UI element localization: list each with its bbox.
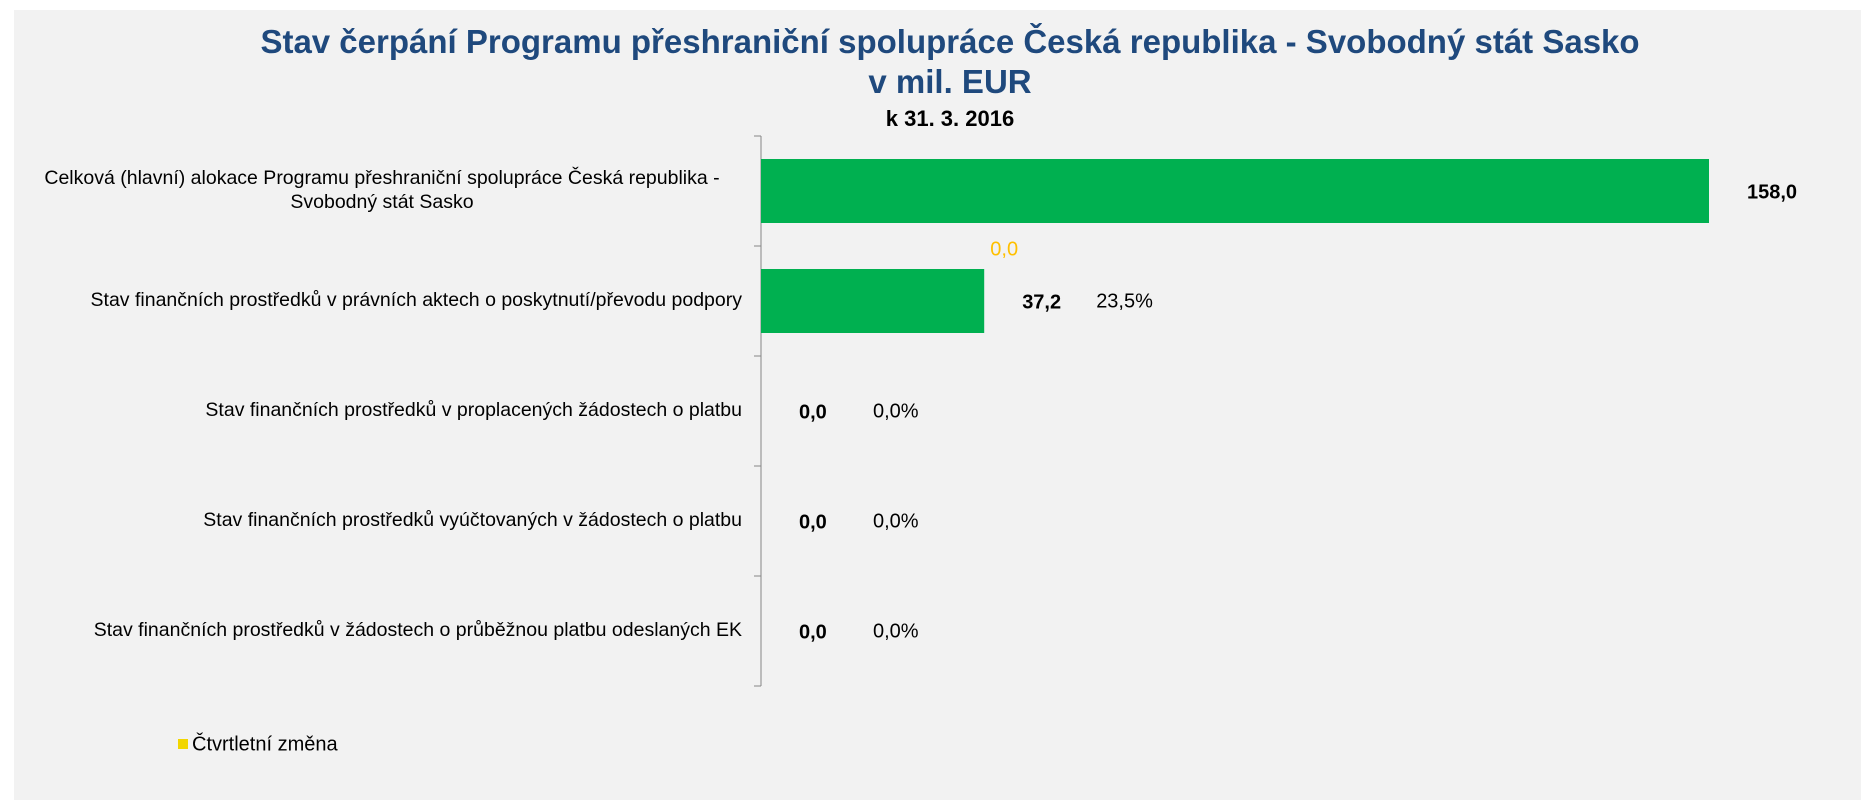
chart-subtitle: k 31. 3. 2016 — [886, 106, 1014, 131]
category-label: Stav finančních prostředků v žádostech o… — [93, 619, 742, 641]
share-label: 0,0% — [873, 620, 919, 642]
value-label: 37,2 — [1022, 291, 1061, 313]
category-label: Stav finančních prostředků vyúčtovaných … — [203, 509, 742, 531]
bar — [761, 159, 1709, 223]
bar — [761, 269, 985, 333]
category-label: Celková (hlavní) alokace Programu přeshr… — [44, 167, 720, 213]
legend-swatch — [178, 739, 188, 749]
legend-label: Čtvrtletní změna — [192, 732, 338, 755]
value-label: 0,0 — [799, 511, 827, 533]
share-label: 0,0% — [873, 400, 919, 422]
value-label: 0,0 — [799, 401, 827, 423]
chart-title: Stav čerpání Programu přeshraniční spolu… — [260, 23, 1640, 100]
category-label: Stav finančních prostředků v právních ak… — [90, 289, 742, 311]
category-label: Stav finančních prostředků v proplacenýc… — [205, 399, 742, 421]
share-label: 23,5% — [1096, 290, 1153, 312]
value-label: 158,0 — [1747, 181, 1797, 203]
share-label: 0,0% — [873, 510, 919, 532]
chart-background — [14, 10, 1861, 800]
value-label: 0,0 — [799, 621, 827, 643]
change-label: 0,0 — [990, 238, 1018, 260]
